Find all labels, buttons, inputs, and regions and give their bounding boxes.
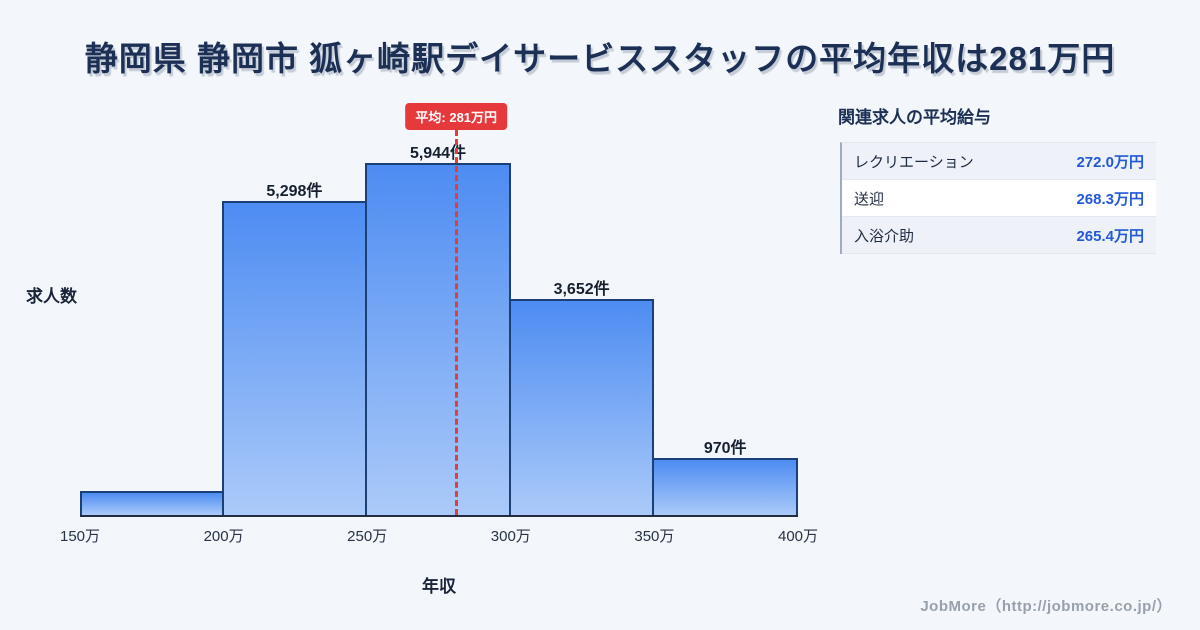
related-jobs-heading: 関連求人の平均給与 — [838, 108, 991, 127]
x-tick-label: 150万 — [59, 528, 101, 545]
related-job-row: 送迎 268.3万円 — [842, 180, 1156, 217]
salary-histogram-plot: 5,298件 5,944件 3,652件 970件 平均: 281万円 — [80, 100, 798, 517]
histogram-bar: 3,652件 — [508, 281, 655, 515]
related-job-label: 送迎 — [854, 190, 885, 208]
average-badge: 平均: 281万円 — [405, 103, 508, 130]
related-jobs-table: レクリエーション 272.0万円送迎 268.3万円入浴介助 265.4万円 — [840, 142, 1156, 254]
bar-count-label: 970件 — [703, 439, 747, 457]
x-tick-label: 250万 — [347, 528, 388, 545]
footer-credit: JobMore（http://jobmore.co.jp/） — [920, 598, 1172, 615]
bar-count-label: 3,652件 — [553, 280, 610, 298]
bar-count-label: 5,944件 — [409, 144, 467, 162]
x-axis-ticks: 150万 200万 250万 300万 350万 400万 — [60, 525, 818, 545]
histogram-bar — [80, 491, 224, 515]
related-job-value: 268.3万円 — [1076, 190, 1144, 208]
x-tick-label: 300万 — [490, 528, 531, 545]
histogram-bar: 5,298件 — [221, 183, 368, 515]
related-job-row: レクリエーション 272.0万円 — [842, 143, 1156, 180]
related-job-label: 入浴介助 — [854, 227, 915, 245]
x-tick-label: 350万 — [634, 528, 675, 545]
bar-count-label: 5,298件 — [266, 182, 323, 200]
x-tick-label: 400万 — [777, 528, 819, 545]
histogram-bar: 970件 — [652, 440, 798, 515]
related-job-value: 272.0万円 — [1076, 153, 1144, 171]
x-axis-label: 年収 — [422, 577, 456, 596]
related-job-label: レクリエーション — [854, 153, 974, 171]
average-line — [455, 130, 459, 515]
y-axis-label: 求人数 — [26, 287, 77, 306]
x-tick-label: 200万 — [203, 528, 244, 545]
histogram-bar: 5,944件 — [365, 145, 511, 515]
page-title: 静岡県 静岡市 狐ヶ崎駅デイサービススタッフの平均年収は281万円 — [84, 40, 1116, 77]
related-job-row: 入浴介助 265.4万円 — [842, 217, 1156, 254]
related-job-value: 265.4万円 — [1076, 227, 1144, 245]
